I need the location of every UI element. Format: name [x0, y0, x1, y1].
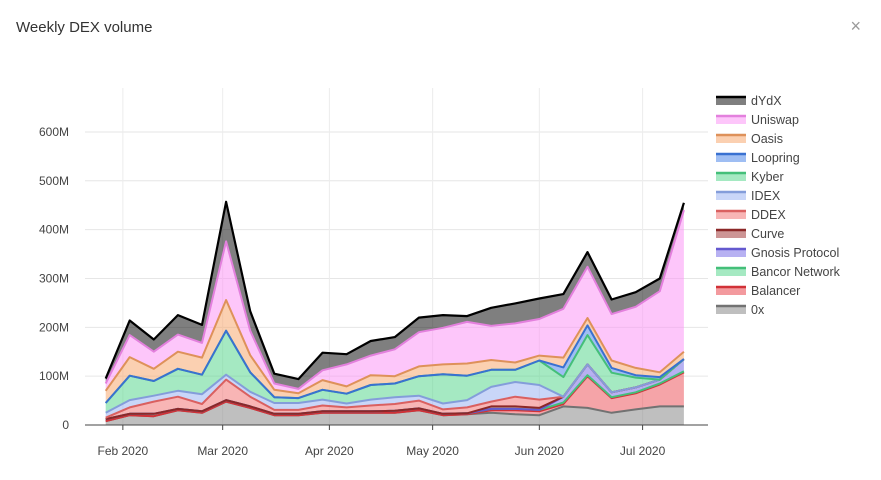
legend-swatch — [716, 249, 746, 257]
x-tick-label: Feb 2020 — [98, 444, 149, 458]
legend-label: Kyber — [751, 170, 784, 184]
legend-swatch — [716, 154, 746, 162]
x-tick-label: Jul 2020 — [620, 444, 666, 458]
legend-label: IDEX — [751, 189, 781, 203]
line-oasis[interactable] — [104, 299, 685, 395]
legend-label: Oasis — [751, 132, 783, 146]
line-uniswap[interactable] — [104, 209, 685, 390]
y-tick-label: 600M — [39, 125, 69, 139]
y-tick-label: 300M — [39, 271, 69, 285]
line-idex[interactable] — [105, 358, 685, 414]
legend-swatch — [716, 173, 746, 181]
legend-swatch — [716, 211, 746, 219]
legend-label: DDEX — [751, 208, 786, 222]
legend-swatch — [716, 116, 746, 124]
series-lines — [104, 200, 685, 423]
legend-label: Uniswap — [751, 113, 799, 127]
y-tick-label: 500M — [39, 174, 69, 188]
area-dydx — [105, 201, 684, 389]
y-tick-label: 100M — [39, 369, 69, 383]
legend-label: 0x — [751, 303, 765, 317]
stacked-areas — [105, 201, 684, 425]
legend-item-uniswap[interactable]: Uniswap — [716, 113, 799, 127]
legend: dYdX Uniswap Oasis Loopring Kyber IDEX DDEX Cur… — [716, 94, 841, 317]
legend-item-balancer[interactable]: Balancer — [716, 284, 800, 298]
legend-item-curve[interactable]: Curve — [716, 227, 784, 241]
legend-label: Loopring — [751, 151, 800, 165]
legend-label: Gnosis Protocol — [751, 246, 839, 260]
legend-label: dYdX — [751, 94, 782, 108]
x-tick-label: Apr 2020 — [305, 444, 354, 458]
y-tick-label: 400M — [39, 223, 69, 237]
y-tick-label: 0 — [62, 418, 69, 432]
x-tick-label: Mar 2020 — [197, 444, 248, 458]
legend-swatch — [716, 268, 746, 276]
legend-item-dydx[interactable]: dYdX — [716, 94, 782, 108]
legend-item-loopring[interactable]: Loopring — [716, 151, 800, 165]
area-uniswap — [105, 210, 684, 394]
legend-label: Curve — [751, 227, 784, 241]
legend-item-oasis[interactable]: Oasis — [716, 132, 783, 146]
legend-swatch — [716, 97, 746, 105]
x-tick-label: Jun 2020 — [515, 444, 565, 458]
legend-item-bancor-network[interactable]: Bancor Network — [716, 265, 841, 279]
legend-swatch — [716, 306, 746, 314]
legend-swatch — [716, 192, 746, 200]
legend-item-kyber[interactable]: Kyber — [716, 170, 784, 184]
legend-label: Bancor Network — [751, 265, 841, 279]
legend-label: Balancer — [751, 284, 800, 298]
area-ddex — [105, 359, 684, 420]
panel-title: Weekly DEX volume — [16, 19, 153, 36]
line-dydx[interactable] — [104, 200, 685, 381]
x-axis: Feb 2020 Mar 2020 Apr 2020 May 2020 Jun 2020… — [85, 424, 708, 458]
legend-swatch — [716, 287, 746, 295]
legend-item-idex[interactable]: IDEX — [716, 189, 781, 203]
legend-item-0x[interactable]: 0x — [716, 303, 765, 317]
area-loopring — [105, 325, 684, 403]
y-tick-label: 200M — [39, 320, 69, 334]
legend-swatch — [716, 230, 746, 238]
y-axis: 0 100M 200M 300M 400M 500M 600M — [39, 125, 69, 432]
line-loopring[interactable] — [104, 324, 685, 404]
x-tick-label: May 2020 — [406, 444, 459, 458]
legend-item-gnosis-protocol[interactable]: Gnosis Protocol — [716, 246, 839, 260]
legend-item-ddex[interactable]: DDEX — [716, 208, 786, 222]
legend-swatch — [716, 135, 746, 143]
close-icon[interactable]: × — [850, 16, 861, 36]
